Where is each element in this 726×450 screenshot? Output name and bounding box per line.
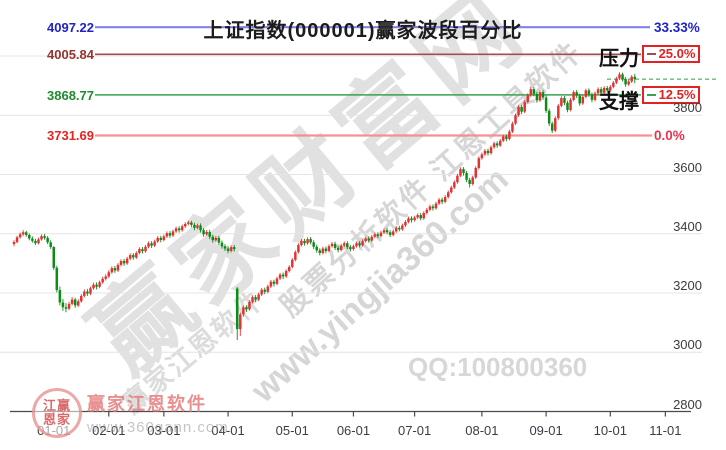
level-price-0percent: 3731.69 [47,128,94,143]
watermark-qq-number: QQ:100800360 [408,352,588,382]
x-axis-label: 08-01 [465,423,499,438]
pressure-label: 压力 [599,48,639,70]
x-axis-label: 02-01 [92,423,126,438]
level-price-33percent: 4097.22 [47,20,94,35]
support-pct-value: 12.5% [658,87,696,102]
support-line-dash [646,94,656,96]
x-axis-label: 11-01 [649,423,682,438]
y-axis-label: 3400 [673,218,702,234]
logo-software-name: 赢家江恩软件 [87,394,207,414]
level-price-25percent: 4005.84 [47,47,94,62]
support-pct-badge: 12.5% [642,86,700,104]
y-axis-label: 3600 [673,159,702,175]
logo-seal-characters: 江赢 恩家 [43,399,71,427]
chart-title: 上证指数(000001)赢家波段百分比 [203,20,523,42]
x-axis-label: 05-01 [275,423,309,438]
y-axis-label: 2800 [673,396,702,412]
logo-seal-row1: 江赢 [42,398,71,413]
x-axis-label: 06-01 [336,423,371,438]
pressure-pct-value: 25.0% [658,46,696,61]
level-pct-00: 0.0% [654,128,685,143]
y-axis-label: 3000 [673,337,702,353]
level-price-12percent: 3868.77 [47,88,94,103]
logo-website-url: www.360gann.com [87,419,229,436]
gann-software-logo-seal: 江赢 恩家 [32,388,82,438]
logo-seal-row2: 恩家 [42,412,71,427]
x-axis-label: 07-01 [397,423,432,438]
y-axis-label: 3800 [673,100,702,116]
pressure-pct-badge: 25.0% [642,45,700,63]
x-axis-label: 10-01 [593,423,627,438]
pressure-line-dash [646,53,656,55]
y-axis-label: 3200 [673,278,702,293]
x-axis-label: 03-01 [147,423,181,438]
level-pct-3333: 33.33% [654,20,700,35]
x-axis-label: 09-01 [529,423,563,438]
x-axis-label: 04-01 [211,423,245,438]
support-label: 支撑 [599,91,639,113]
